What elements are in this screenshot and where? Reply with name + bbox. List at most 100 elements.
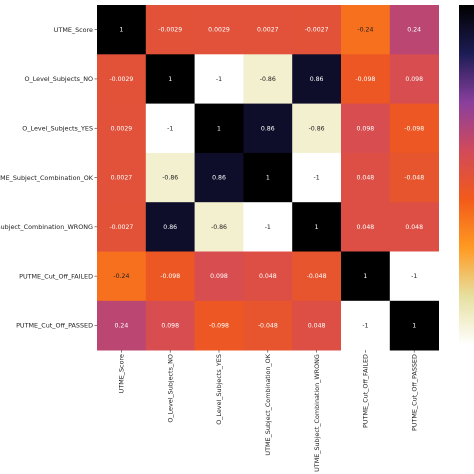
heatmap-cell: [145, 5, 195, 55]
cell-value-label: 0.0029: [111, 125, 133, 132]
cell-value-label: -1: [167, 125, 173, 132]
cell-value-label: 1: [412, 322, 416, 329]
cell-value-label: -0.86: [309, 125, 325, 132]
cell-value-label: 1: [315, 224, 319, 231]
row-label: UTME_Score: [54, 26, 93, 34]
heatmap-cell: [194, 202, 244, 252]
heatmap-cell: [389, 300, 439, 351]
heatmap-cell: [341, 54, 391, 104]
heatmap-cell: [292, 5, 342, 55]
cell-value-label: 1: [266, 175, 270, 182]
heatmap-cell: [341, 300, 391, 351]
row-label: O_Level_Subjects_YES: [22, 124, 93, 132]
cell-value-label: 1: [168, 76, 172, 83]
heatmap-cell: [389, 54, 439, 104]
cell-value-label: -0.098: [355, 76, 375, 83]
heatmap-cell: [145, 300, 195, 351]
heatmap-cell: [292, 300, 342, 351]
heatmap-cells: 1 -0.0029 0.0029 0.0027 -0.0027 -0.24 0.24 -0.0…: [97, 5, 439, 351]
cell-value-label: 0.098: [357, 125, 375, 132]
heatmap-cell: [341, 152, 391, 203]
column-label: PUTME_Cut_Off_PASSED: [410, 354, 418, 431]
heatmap-cell: [194, 251, 244, 302]
cell-value-label: 0.098: [210, 273, 228, 280]
heatmap-cell: [145, 103, 195, 154]
cell-value-label: -0.0029: [158, 27, 182, 34]
heatmap-cell: [389, 5, 439, 55]
cell-value-label: -1: [314, 175, 320, 182]
heatmap-cell: [243, 202, 293, 252]
cell-value-label: 0.048: [259, 273, 277, 280]
row-label: PUTME_Cut_Off_FAILED: [19, 272, 93, 280]
row-label: UTME_Subject_Combination_OK: [0, 174, 94, 182]
column-label: UTME_Subject_Combination_OK: [264, 353, 272, 455]
cell-value-label: -0.098: [404, 125, 424, 132]
cell-value-label: -0.048: [307, 273, 327, 280]
heatmap-cell: [389, 152, 439, 203]
cell-value-label: -0.048: [258, 322, 278, 329]
heatmap-cell: [292, 54, 342, 104]
column-label: O_Level_Subjects_NO: [166, 354, 174, 423]
colorbar: [459, 5, 474, 345]
heatmap-cell: [97, 5, 147, 55]
heatmap-cell: [243, 5, 293, 55]
column-label: PUTME_Cut_Off_FAILED: [362, 354, 370, 428]
heatmap-cell: [145, 202, 195, 252]
heatmap-cell: [292, 152, 342, 203]
heatmap-cell: [341, 202, 391, 252]
cell-value-label: 0.24: [407, 27, 421, 34]
column-labels: UTME_Score O_Level_Subjects_NO O_Level_Sub…: [118, 350, 418, 472]
cell-value-label: -0.86: [260, 76, 276, 83]
heatmap-cell: [194, 103, 244, 154]
heatmap-cell: [194, 54, 244, 104]
heatmap-cell: [194, 5, 244, 55]
colorbar-gradient: [459, 5, 474, 345]
heatmap-cell: [292, 251, 342, 302]
heatmap-cell: [341, 103, 391, 154]
heatmap-cell: [389, 251, 439, 302]
cell-value-label: 0.86: [310, 76, 324, 83]
cell-value-label: 0.24: [115, 322, 129, 329]
cell-value-label: -1: [216, 76, 222, 83]
cell-value-label: -1: [265, 224, 271, 231]
heatmap-cell: [389, 202, 439, 252]
cell-value-label: -0.0027: [305, 27, 329, 34]
heatmap-cell: [243, 54, 293, 104]
cell-value-label: 0.048: [308, 322, 326, 329]
cell-value-label: 0.098: [161, 322, 179, 329]
cell-value-label: 0.0029: [208, 27, 230, 34]
cell-value-label: 0.0027: [111, 175, 133, 182]
heatmap-cell: [97, 54, 147, 104]
heatmap-cell: [145, 54, 195, 104]
heatmap-cell: [97, 251, 147, 302]
heatmap-cell: [194, 152, 244, 203]
heatmap-cell: [243, 103, 293, 154]
column-label: UTME_Subject_Combination_WRONG: [313, 354, 321, 472]
cell-value-label: 0.048: [357, 224, 375, 231]
heatmap-cell: [341, 251, 391, 302]
cell-value-label: -0.048: [404, 175, 424, 182]
heatmap-cell: [292, 202, 342, 252]
heatmap-cell: [243, 300, 293, 351]
cell-value-label: 0.0027: [257, 27, 279, 34]
cell-value-label: 1: [119, 27, 123, 34]
cell-value-label: 1: [217, 125, 221, 132]
heatmap-cell: [97, 152, 147, 203]
cell-value-label: -0.098: [209, 322, 229, 329]
cell-value-label: -0.0029: [109, 76, 133, 83]
column-label: O_Level_Subjects_YES: [215, 354, 223, 425]
heatmap-cell: [243, 152, 293, 203]
heatmap-cell: [97, 103, 147, 154]
cell-value-label: -1: [411, 273, 417, 280]
cell-value-label: -0.0027: [109, 224, 133, 231]
cell-value-label: 0.048: [405, 224, 423, 231]
heatmap-cell: [341, 5, 391, 55]
heatmap-cell: [389, 103, 439, 154]
cell-value-label: -1: [362, 322, 368, 329]
cell-value-label: 1: [363, 273, 367, 280]
cell-value-label: 0.86: [212, 175, 226, 182]
cell-value-label: 0.86: [163, 224, 177, 231]
row-label: PUTME_Cut_Off_PASSED: [16, 322, 93, 330]
column-label: UTME_Score: [118, 354, 126, 393]
